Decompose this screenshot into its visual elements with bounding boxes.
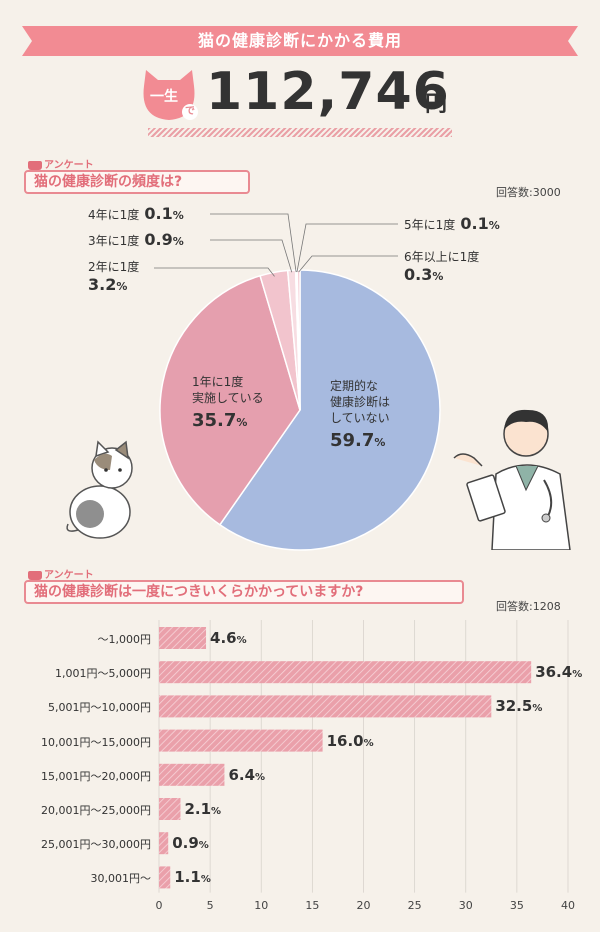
veterinarian-illustration [453, 409, 571, 550]
pie-label-4yr-text: 4年に1度 [88, 208, 140, 222]
bar-value-label: 0.9% [172, 834, 209, 853]
pie-label-5yr-text: 5年に1度 [404, 218, 456, 232]
x-tick-label: 25 [407, 898, 422, 912]
pie-label-none-line1: 定期的な [330, 379, 379, 393]
pie-label-4yr: 4年に1度 0.1% [88, 204, 184, 223]
q2-respondents: 回答数:1208 [496, 600, 561, 613]
pie-label-3yr-value: 0.9 [144, 230, 173, 249]
data-label: 1.1 [174, 868, 201, 887]
pie-label-4yr-value: 0.1 [144, 204, 173, 223]
x-tick-label: 15 [305, 898, 320, 912]
q2-survey-tag: アンケート [28, 566, 94, 581]
bar [159, 661, 532, 684]
cat-ears-icon [28, 570, 42, 580]
cat-ears-icon [28, 160, 42, 170]
cat-head-icon [143, 70, 195, 120]
category-label: 15,001円〜20,000円 [41, 769, 151, 783]
bar-value-label: 36.4% [535, 663, 583, 682]
category-label: 25,001円〜30,000円 [41, 838, 151, 852]
pie-label-none-line2: 健康診断は [330, 395, 391, 409]
category-label: 30,001円〜 [90, 872, 152, 886]
category-label: 20,001円〜25,000円 [41, 804, 151, 817]
title-banner: 猫の健康診断にかかる費用 [22, 26, 578, 56]
pie-chart [154, 213, 441, 551]
bar [159, 763, 225, 786]
category-label: 10,001円〜15,000円 [41, 735, 151, 749]
pie-label-2yr-text: 2年に1度 [88, 260, 140, 274]
bar-value-label: 32.5% [495, 697, 543, 716]
q1-survey-tag: アンケート [28, 156, 94, 171]
pie-label-none: 定期的な 健康診断は していない 59.7% [330, 379, 391, 451]
leader-4yr [210, 213, 297, 273]
category-label: 〜1,000円 [97, 633, 152, 646]
pie-label-1yr-line2: 実施している [192, 391, 264, 405]
bar-value-label: 16.0% [326, 731, 374, 750]
pie-label-3yr-text: 3年に1度 [88, 234, 140, 248]
data-label: 0.9 [172, 834, 199, 853]
category-label: 1,001円〜5,000円 [55, 667, 151, 681]
bar [159, 695, 492, 718]
cat-illustration [66, 440, 133, 539]
total-underline [148, 128, 452, 137]
leader-6yr [298, 255, 398, 273]
bar [159, 729, 323, 752]
x-tick-label: 0 [155, 898, 163, 912]
bar [159, 866, 171, 889]
total-cost-value: 112,746 [206, 62, 450, 122]
pie-label-6yr-text: 6年以上に1度 [404, 250, 480, 264]
x-tick-label: 5 [206, 898, 214, 912]
pie-label-none-value: 59.7 [330, 430, 375, 451]
page-title: 猫の健康診断にかかる費用 [197, 31, 402, 50]
pie-label-6yr-value: 0.3 [404, 265, 433, 284]
leader-2yr [154, 267, 275, 277]
total-cost-unit: 円 [425, 92, 448, 117]
x-tick-label: 35 [509, 898, 524, 912]
data-label: 32.5 [495, 697, 533, 716]
bar [159, 832, 169, 855]
pie-slice-1yr [159, 274, 301, 526]
pie-label-none-line3: していない [330, 411, 390, 425]
leader-5yr [296, 223, 398, 273]
q1-question: 猫の健康診断の頻度は? [24, 170, 250, 194]
x-tick-label: 20 [356, 898, 371, 912]
bar-value-label: 6.4% [228, 765, 266, 784]
data-label: 6.4 [228, 765, 256, 784]
pie-label-6yr: 6年以上に1度 0.3% [404, 250, 480, 284]
pie-label-2yr: 2年に1度 3.2% [88, 260, 140, 294]
bar-value-label: 2.1% [184, 800, 222, 818]
pie-label-1yr-line1: 1年に1度 [192, 375, 244, 389]
bar [159, 798, 181, 820]
q1-respondents: 回答数:3000 [496, 186, 561, 199]
pie-label-5yr-value: 0.1 [460, 214, 489, 233]
q2-question: 猫の健康診断は一度につきいくらかかっていますか? [24, 580, 464, 604]
pie-label-3yr: 3年に1度 0.9% [88, 230, 184, 249]
pie-label-1yr: 1年に1度 実施している 35.7% [192, 375, 264, 431]
data-label: 36.4 [535, 663, 573, 682]
badge-sub-label: で [182, 104, 198, 120]
pie-slice-none [218, 269, 441, 551]
category-label: 5,001円〜10,000円 [48, 701, 151, 715]
banner-ribbon [22, 26, 578, 56]
bar [159, 627, 207, 649]
bar-value-label: 1.1% [174, 868, 211, 887]
pie-label-5yr: 5年に1度 0.1% [404, 214, 500, 233]
x-tick-label: 40 [561, 898, 575, 912]
x-tick-label: 30 [458, 898, 473, 912]
data-label: 2.1 [184, 800, 212, 818]
leader-3yr [210, 239, 293, 273]
pie-label-1yr-value: 35.7 [192, 410, 237, 431]
data-label: 16.0 [326, 731, 364, 750]
bar-value-label: 4.6% [210, 629, 247, 647]
badge-label: 一生 [150, 89, 178, 105]
pie-label-2yr-value: 3.2 [88, 275, 117, 294]
data-label: 4.6 [210, 629, 237, 647]
x-tick-label: 10 [254, 898, 269, 912]
